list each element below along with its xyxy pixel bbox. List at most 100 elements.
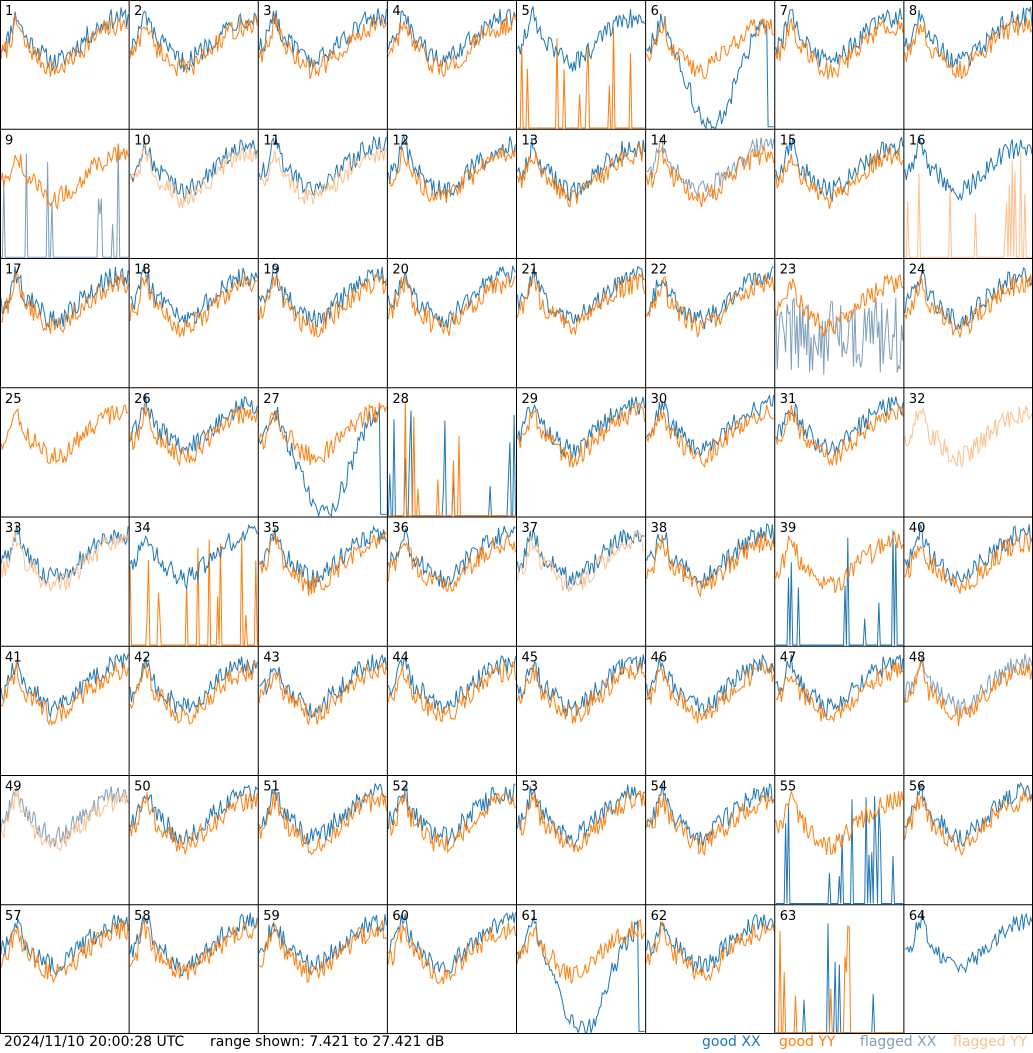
legend-flagged-yy-pol: YY [1010, 1034, 1028, 1050]
panel-37-yy-line [517, 530, 645, 593]
panel-3-yy-line [258, 12, 387, 80]
panel-label: 32 [909, 392, 926, 407]
panel-45-xx-line [517, 654, 646, 717]
range-text: range shown: 7.421 to 27.421 dB [210, 1034, 445, 1050]
panel-label: 43 [263, 650, 280, 665]
panel-label: 9 [5, 133, 13, 148]
panel-57-xx-line [0, 914, 129, 977]
panel-54-yy-line [646, 792, 774, 856]
panel-label: 10 [134, 133, 151, 148]
panel-34: 34 [129, 521, 258, 646]
panel-label: 12 [392, 133, 409, 148]
panel-label: 37 [522, 521, 539, 536]
panel-label: 28 [392, 392, 409, 407]
panel-23-xx-line [775, 297, 904, 375]
panel-label: 64 [909, 909, 926, 924]
panel-33: 33 [0, 521, 129, 592]
panel-26-yy-line [129, 404, 258, 467]
panel-17-yy-line [0, 273, 129, 334]
panel-label: 53 [522, 780, 539, 795]
panel-23-yy-line [775, 273, 904, 337]
panel-label: 24 [909, 263, 926, 278]
panel-8: 8 [904, 4, 1033, 80]
legend-good-xx: good XX [702, 1034, 761, 1050]
panel-29-yy-line [517, 401, 646, 468]
panel-39-yy-line [775, 531, 904, 594]
panel-51: 51 [258, 780, 387, 856]
panel-label: 31 [780, 392, 797, 407]
panel-35: 35 [258, 521, 387, 596]
panel-64-xx-line [904, 912, 1033, 974]
panel-28: 28 [387, 392, 516, 517]
panel-11-yy-line [259, 146, 387, 205]
panel-40: 40 [904, 521, 1033, 594]
panel-15-xx-line [775, 136, 904, 203]
panel-50-yy-line [129, 792, 258, 856]
panel-31-xx-line [775, 396, 904, 457]
panel-label: 50 [134, 780, 151, 795]
panel-48-xx-line [904, 653, 1033, 716]
panel-label: 16 [909, 133, 926, 148]
panel-40-yy-line [904, 533, 1033, 594]
panel-55-yy-line [775, 789, 904, 856]
panel-2-xx-line [129, 10, 258, 73]
panel-label: 52 [392, 780, 409, 795]
panel-12: 12 [387, 133, 516, 203]
panel-48-yy-line [904, 661, 1033, 727]
panel-2: 2 [129, 4, 258, 77]
panel-label: 14 [651, 133, 668, 148]
panel-16-xx-line [904, 137, 1033, 202]
panel-49-yy-line [0, 790, 129, 852]
panel-11: 11 [258, 133, 387, 205]
panel-34-xx-line [129, 523, 258, 591]
panel-19: 19 [258, 263, 387, 338]
panel-36: 36 [387, 521, 516, 593]
panel-label: 42 [134, 650, 151, 665]
panel-label: 62 [651, 909, 668, 924]
panel-60: 60 [387, 909, 516, 985]
panel-25-yy-line [0, 404, 129, 465]
panel-4: 4 [387, 4, 516, 78]
panel-41-xx-line [0, 653, 129, 719]
panel-label: 8 [909, 4, 917, 19]
panel-label: 58 [134, 909, 151, 924]
panel-label: 4 [392, 4, 400, 19]
panel-46: 46 [646, 650, 775, 724]
panel-47: 47 [775, 650, 904, 723]
panel-3: 3 [258, 4, 387, 80]
panel-label: 57 [5, 909, 22, 924]
panel-1: 1 [0, 4, 129, 78]
panel-9: 9 [0, 133, 129, 258]
panel-10-yy-line [129, 143, 258, 209]
panel-label: 48 [909, 650, 926, 665]
panel-61: 61 [517, 909, 646, 1034]
panel-23: 23 [775, 263, 904, 375]
panel-58-yy-line [129, 919, 258, 981]
panel-33-xx-line [0, 524, 129, 585]
panel-16: 16 [904, 133, 1033, 258]
panel-32-yy-line [904, 405, 1033, 468]
panel-4-xx-line [387, 9, 516, 68]
panel-30-xx-line [646, 393, 775, 458]
panel-8-yy-line [904, 16, 1033, 80]
panel-22: 22 [646, 263, 775, 338]
panel-9-yy-line [0, 144, 129, 211]
panel-50-xx-line [129, 784, 258, 845]
panel-51-yy-line [258, 791, 387, 856]
panel-29-xx-line [517, 396, 646, 461]
panel-4-yy-line [387, 14, 516, 78]
panel-37: 37 [517, 521, 645, 593]
panel-38-yy-line [646, 533, 775, 599]
panel-59: 59 [258, 909, 387, 984]
footer: 2024/11/10 20:00:28 UTC range shown: 7.4… [0, 1034, 1033, 1053]
panel-47-xx-line [775, 654, 904, 718]
legend-flagged-xx-pol: XX [917, 1034, 937, 1050]
panel-42-yy-line [129, 661, 258, 725]
panel-50: 50 [129, 780, 258, 856]
legend-good-xx-word: good [702, 1034, 737, 1050]
panel-1-yy-line [0, 13, 129, 78]
panel-43: 43 [258, 650, 387, 726]
panel-label: 30 [651, 392, 668, 407]
panel-62: 62 [646, 909, 775, 982]
panel-53-xx-line [517, 784, 645, 849]
